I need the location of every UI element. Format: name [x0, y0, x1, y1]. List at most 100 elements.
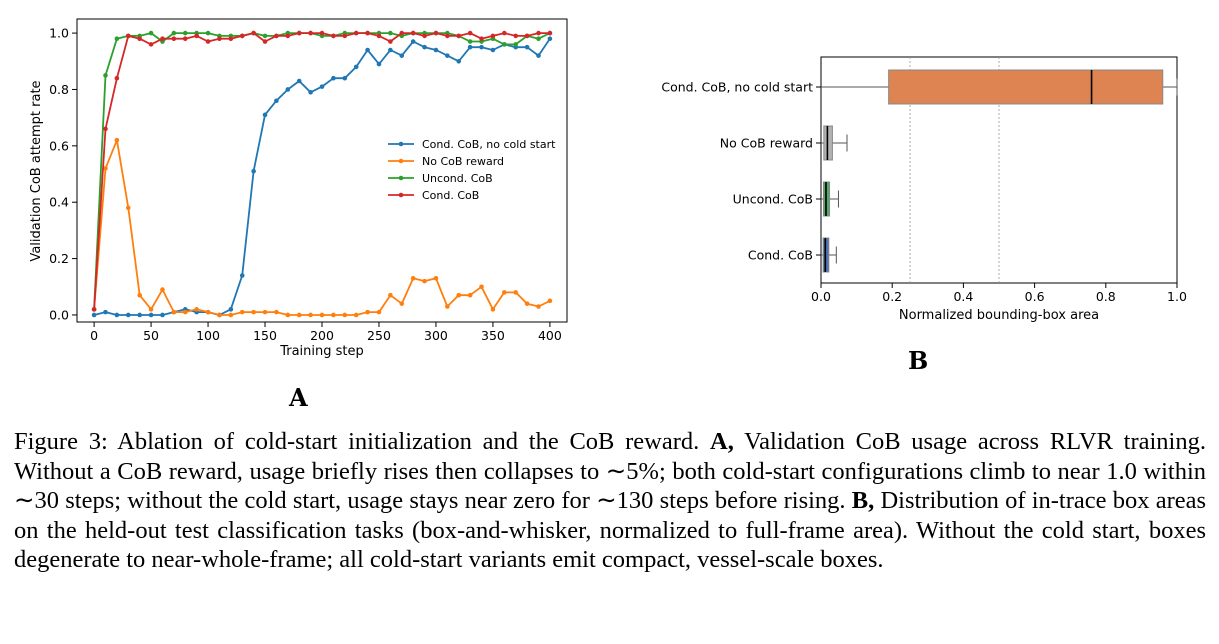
data-point	[536, 36, 541, 42]
data-point	[239, 273, 245, 278]
data-point	[490, 307, 496, 312]
data-point	[479, 36, 484, 42]
data-point	[422, 44, 427, 50]
y-tick-label: 0.6	[49, 138, 69, 153]
data-point	[524, 44, 530, 50]
data-point	[388, 39, 393, 44]
x-axis-label-b: Normalized bounding-box area	[899, 308, 1099, 323]
x-tick-label: 0.2	[882, 289, 902, 304]
data-point	[445, 33, 450, 39]
data-point	[456, 58, 462, 64]
box-chart-bbox-area: 0.0 0.2 0.4 0.6 0.8 1.0 Cond. CoB, no cold st…	[661, 56, 1187, 323]
data-point	[410, 39, 416, 44]
data-point	[399, 301, 405, 306]
x-tick-label: 250	[367, 328, 391, 343]
data-point	[251, 168, 256, 174]
data-point	[114, 312, 120, 318]
legend-swatch-marker	[398, 158, 404, 164]
data-point	[182, 309, 188, 315]
legend-entry-label: Cond. CoB	[422, 189, 479, 202]
data-point	[547, 298, 553, 304]
data-point	[479, 284, 484, 290]
legend-entry-label: Uncond. CoB	[422, 172, 493, 185]
data-point	[125, 33, 131, 39]
data-point	[285, 33, 291, 39]
data-point	[547, 36, 553, 42]
legend-swatch-marker	[398, 141, 404, 147]
x-axis-label-a: Training step	[279, 344, 364, 359]
data-point	[125, 312, 131, 318]
figure-canvas: 0 50 100 150 200 250 300 350 400 0.0 0.2 0.4 0.6 0.8…	[29, 18, 1187, 359]
x-tick-label: 0.8	[1096, 289, 1116, 304]
data-point	[171, 36, 177, 42]
y-tick-label: 0.8	[49, 82, 69, 97]
data-point	[331, 33, 336, 39]
data-point	[319, 84, 325, 89]
data-point	[296, 312, 302, 318]
data-point	[205, 309, 211, 315]
x-tick-label: 350	[481, 328, 505, 343]
data-point	[114, 137, 120, 143]
data-point	[490, 33, 496, 39]
data-point	[285, 87, 291, 92]
data-point	[262, 33, 268, 39]
data-point	[410, 276, 416, 281]
y-tick-label: 0.0	[49, 307, 69, 322]
y-tick-label: 0.2	[49, 251, 69, 266]
data-point	[331, 75, 336, 81]
data-point	[239, 309, 245, 315]
data-point	[91, 307, 97, 312]
data-point	[148, 30, 154, 36]
data-point	[456, 33, 462, 39]
y-tick-label: 0.4	[49, 195, 69, 210]
data-point	[296, 30, 302, 36]
data-point	[125, 205, 131, 211]
data-point	[422, 278, 427, 284]
data-point	[308, 30, 313, 36]
x-tick-label: 0.4	[953, 289, 973, 304]
data-point	[285, 312, 291, 318]
data-point	[103, 126, 108, 132]
caption-b-text: Distribution of in-trace box areas on th…	[14, 487, 1207, 573]
caption-a-text: Validation CoB usage across RLVR trainin…	[14, 428, 1206, 514]
data-point	[353, 30, 359, 36]
data-point	[433, 30, 439, 36]
box-iqr	[888, 69, 1164, 105]
data-point	[376, 33, 382, 39]
data-point	[308, 312, 313, 318]
data-point	[160, 312, 165, 318]
x-tick-label: 1.0	[1167, 289, 1187, 304]
data-point	[399, 53, 405, 58]
data-point	[148, 42, 154, 47]
data-point	[524, 301, 530, 306]
data-point	[502, 42, 507, 47]
data-point	[319, 30, 325, 36]
data-point	[399, 30, 405, 36]
data-point	[228, 36, 234, 42]
data-point	[502, 290, 507, 295]
category-label: Uncond. CoB	[733, 192, 813, 207]
data-point	[365, 47, 370, 53]
data-point	[467, 292, 473, 298]
data-point	[274, 98, 279, 104]
x-tick-label: 0.0	[811, 289, 831, 304]
data-point	[536, 30, 541, 36]
data-point	[433, 276, 439, 281]
data-point	[251, 30, 256, 36]
data-point	[239, 33, 245, 39]
series-lines-a	[91, 30, 553, 318]
data-point	[205, 30, 211, 36]
data-point	[228, 312, 234, 318]
data-point	[217, 36, 222, 42]
data-point	[388, 292, 393, 298]
data-point	[456, 292, 462, 298]
panel-label-a: A	[289, 383, 308, 412]
data-point	[490, 47, 496, 53]
category-label: Cond. CoB	[748, 248, 813, 263]
boxes-b	[821, 69, 1178, 273]
data-point	[342, 312, 348, 318]
x-tick-label: 100	[196, 328, 220, 343]
data-point	[445, 53, 450, 58]
data-point	[479, 44, 484, 50]
y-category-labels-b: Cond. CoB, no cold start No CoB reward Unc…	[661, 80, 821, 263]
